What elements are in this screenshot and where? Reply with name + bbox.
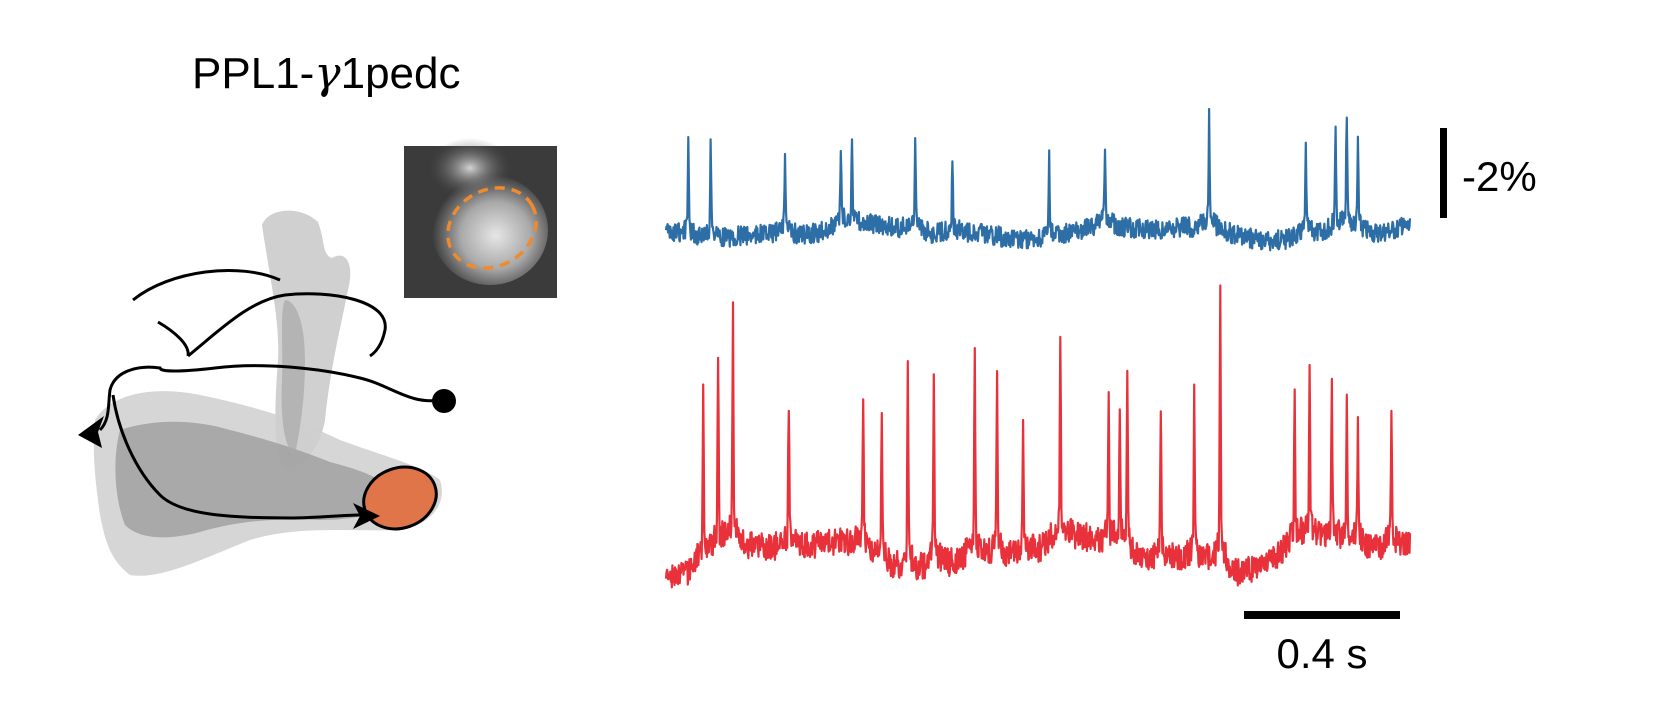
- title-suffix: 1pedc: [341, 49, 461, 98]
- voltage-traces: [664, 107, 1412, 589]
- trace-bottom-red: [664, 284, 1412, 589]
- horizontal-scale-label: 0.4 s: [1276, 630, 1367, 677]
- arrowhead-icon: [78, 416, 104, 448]
- scale-bar-horizontal: 0.4 s: [1244, 611, 1400, 677]
- axon-to-roi: [111, 394, 361, 520]
- title-greek: γ: [314, 48, 341, 99]
- dendrite-branch-loop: [157, 292, 387, 358]
- mushroom-body-schematic: [78, 210, 456, 576]
- dendrite-branch-left: [132, 269, 281, 302]
- stalk-shadow: [281, 300, 305, 455]
- arrowhead-icon: [353, 503, 380, 529]
- title-prefix: PPL1-: [192, 49, 314, 98]
- horizontal-scale-line: [1244, 611, 1400, 619]
- trace-top-blue: [664, 107, 1412, 252]
- soma-dot-icon: [432, 389, 456, 413]
- inset-upper-glow: [428, 138, 512, 198]
- primary-neurite: [98, 364, 441, 432]
- vertical-scale-label: -2%: [1462, 153, 1537, 200]
- inset-roi-outline: [446, 186, 538, 270]
- vertical-scale-line: [1440, 128, 1447, 218]
- neuron-title: PPL1-γ1pedc: [192, 48, 460, 99]
- scale-bar-vertical: -2%: [1440, 128, 1537, 218]
- microscope-inset: [404, 138, 557, 298]
